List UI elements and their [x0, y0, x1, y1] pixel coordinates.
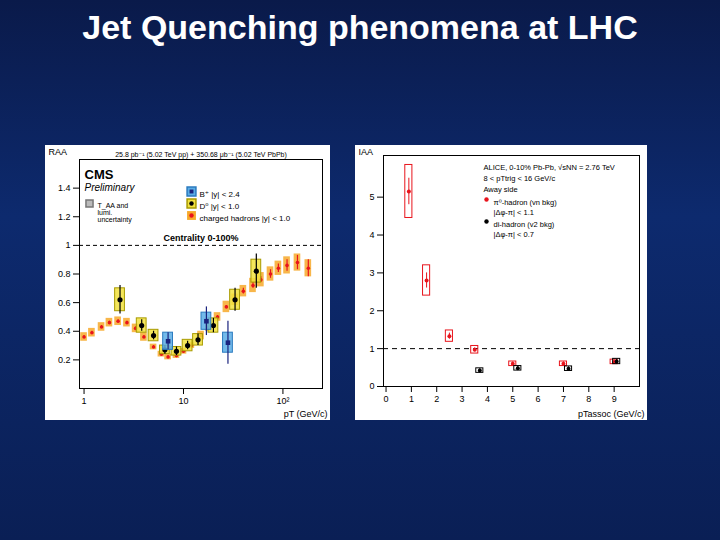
svg-text:9: 9	[612, 394, 617, 404]
svg-text:Away side: Away side	[484, 185, 518, 194]
svg-text:0.4: 0.4	[58, 326, 71, 336]
svg-text:RAA: RAA	[49, 147, 68, 157]
svg-text:di-hadron (v2 bkg): di-hadron (v2 bkg)	[494, 220, 555, 229]
svg-text:charged hadrons |y| < 1.0: charged hadrons |y| < 1.0	[200, 214, 291, 223]
svg-text:0.8: 0.8	[58, 269, 71, 279]
svg-text:25.8 pb⁻¹ (5.02 TeV pp) + 350.: 25.8 pb⁻¹ (5.02 TeV pp) + 350.68 μb⁻¹ (5…	[115, 151, 287, 159]
svg-text:1: 1	[82, 396, 87, 406]
svg-text:IAA: IAA	[359, 147, 374, 157]
svg-text:5: 5	[369, 192, 374, 202]
svg-text:0: 0	[384, 394, 389, 404]
svg-text:ALICE, 0-10% Pb-Pb, √sNN = 2.7: ALICE, 0-10% Pb-Pb, √sNN = 2.76 TeV	[484, 163, 615, 172]
svg-text:6: 6	[536, 394, 541, 404]
svg-text:0.6: 0.6	[58, 298, 71, 308]
svg-text:4: 4	[369, 230, 374, 240]
svg-text:B⁺ |y| < 2.4: B⁺ |y| < 2.4	[200, 190, 241, 199]
svg-text:π⁰-hadron (vn bkg): π⁰-hadron (vn bkg)	[494, 198, 558, 207]
svg-text:|Δφ-π| < 0.7: |Δφ-π| < 0.7	[494, 230, 534, 239]
svg-text:T_AA andlumi.uncertainty: T_AA andlumi.uncertainty	[98, 202, 133, 224]
svg-text:CMS: CMS	[85, 167, 114, 182]
svg-text:2: 2	[434, 394, 439, 404]
svg-text:4: 4	[485, 394, 490, 404]
svg-text:2: 2	[369, 306, 374, 316]
svg-text:1: 1	[65, 240, 70, 250]
svg-text:10²: 10²	[276, 396, 289, 406]
html-text:Jet Quenching phenomena at LHC: Jet Quenching phenomena at LHC	[82, 8, 638, 46]
svg-text:3: 3	[460, 394, 465, 404]
svg-text:3: 3	[369, 268, 374, 278]
svg-text:pT (GeV/c): pT (GeV/c)	[284, 409, 328, 419]
svg-text:1.2: 1.2	[58, 212, 71, 222]
svg-text:0.2: 0.2	[58, 355, 71, 365]
svg-text:8: 8	[586, 394, 591, 404]
svg-text:Centrality 0-100%: Centrality 0-100%	[163, 233, 238, 243]
svg-text:Preliminary: Preliminary	[85, 182, 136, 193]
svg-text:0: 0	[369, 381, 374, 391]
svg-text:D⁰ |y| < 1.0: D⁰ |y| < 1.0	[200, 202, 240, 211]
svg-text:1.4: 1.4	[58, 183, 71, 193]
svg-text:1: 1	[369, 344, 374, 354]
svg-text:8 < pTtrig < 16 GeV/c: 8 < pTtrig < 16 GeV/c	[484, 174, 556, 183]
svg-text:pTassoc (GeV/c): pTassoc (GeV/c)	[578, 409, 645, 419]
svg-text:7: 7	[561, 394, 566, 404]
svg-text:10: 10	[178, 396, 188, 406]
svg-text:|Δφ-π| < 1.1: |Δφ-π| < 1.1	[494, 208, 534, 217]
svg-text:5: 5	[510, 394, 515, 404]
svg-text:1: 1	[409, 394, 414, 404]
